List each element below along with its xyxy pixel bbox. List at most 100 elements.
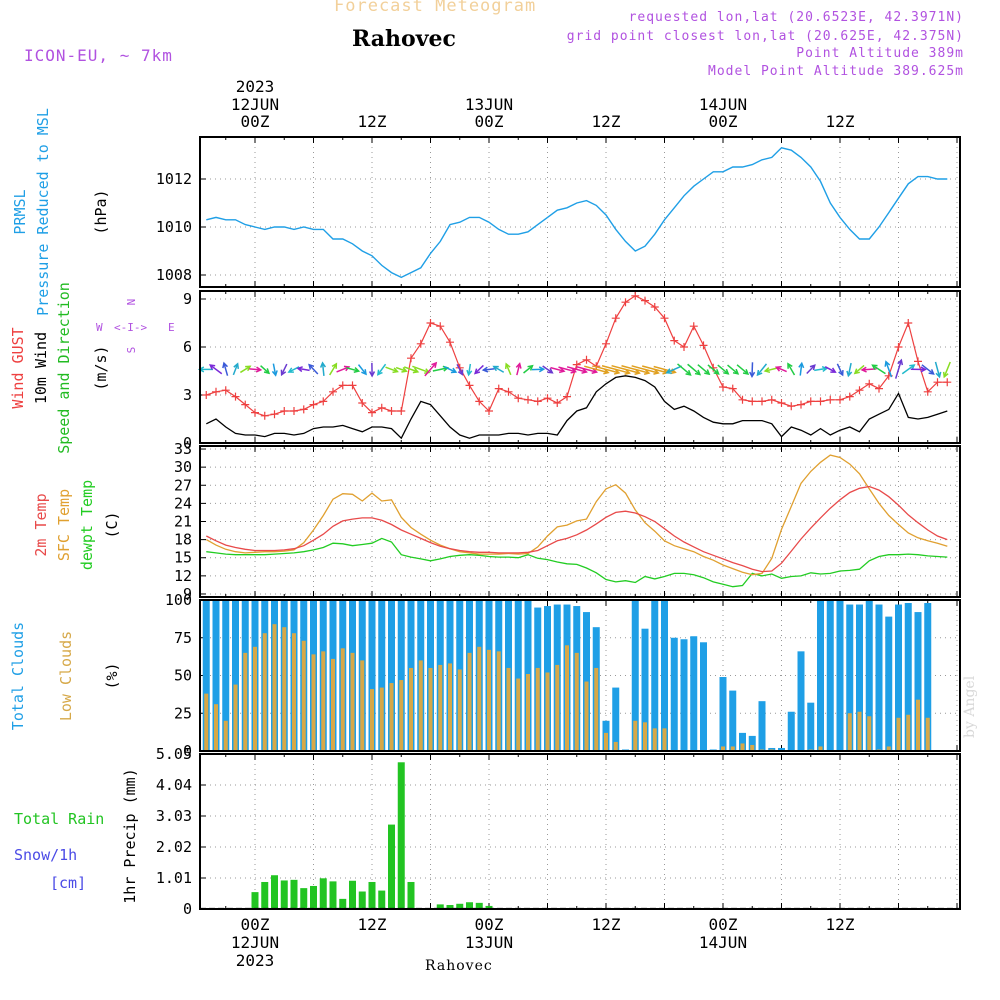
wind-arrow — [385, 366, 398, 373]
rain-bar — [319, 878, 327, 909]
gust-marker — [787, 402, 796, 411]
wind-arrow — [666, 365, 683, 374]
total-cloud-bar — [778, 747, 785, 751]
gust-marker — [777, 399, 786, 407]
gust-marker — [358, 399, 367, 407]
gust-marker — [475, 397, 484, 406]
y-tick-label: 1012 — [156, 170, 192, 188]
total-cloud-bar — [670, 637, 678, 751]
gust-marker — [299, 405, 308, 414]
top-hour-label: 12Z — [592, 112, 621, 131]
wind-arrow — [943, 361, 951, 378]
precip-unit: 1hr Precip (mm) — [121, 768, 139, 903]
gust-marker — [221, 386, 230, 395]
top-year-label: 2023 — [236, 77, 275, 96]
wind-arrow — [542, 365, 553, 374]
low-cloud-bar — [379, 687, 384, 751]
wind-arrow — [799, 363, 803, 376]
wind-arrow — [727, 364, 739, 375]
total-cloud-bar — [739, 732, 746, 751]
y-tick-label: 1.01 — [156, 869, 192, 887]
wind-arrow-head — [504, 362, 511, 370]
bottom-hour-label: 00Z — [241, 915, 270, 934]
gust-marker — [875, 384, 883, 393]
panel-frame — [199, 445, 961, 598]
y-tick-label: 6 — [183, 338, 192, 356]
wind-arrow-head — [742, 369, 750, 375]
total-cloud-bar — [651, 600, 659, 751]
rain-bar — [300, 888, 308, 909]
wind-arrow-head — [871, 364, 878, 370]
gust-marker — [436, 322, 445, 331]
low-cloud-bar — [496, 651, 501, 751]
rain-bar — [407, 881, 415, 909]
gust-marker — [270, 410, 279, 419]
rain-bar — [349, 880, 356, 909]
wind-arrow-head — [547, 367, 554, 374]
total-cloud-bar — [690, 636, 698, 751]
wind-arrow — [523, 365, 533, 374]
wind-arrow — [223, 362, 229, 376]
wind-arrow-head — [361, 369, 367, 376]
gust-marker — [212, 387, 220, 396]
total-cloud-bar — [836, 600, 844, 751]
wind-arrow-head — [401, 367, 408, 373]
wind-arrow — [493, 365, 505, 373]
y-tick-label: 9 — [183, 585, 192, 603]
total-cloud-bar — [719, 677, 727, 751]
wind-arrow-head — [271, 370, 278, 377]
wind-arrow — [566, 366, 587, 373]
wind-arrow — [232, 363, 239, 376]
wind-arrow — [249, 368, 261, 371]
wind-arrow-head — [884, 360, 891, 367]
wind-arrow — [432, 367, 448, 372]
wind-arrow — [357, 364, 367, 375]
gust-marker — [533, 397, 542, 406]
bottom-date-label: 13JUN — [465, 933, 513, 952]
low-cloud-bar — [730, 746, 735, 751]
low-cloud-bar — [847, 713, 852, 751]
wind-arrow-head — [591, 368, 599, 374]
wind-arrow-head — [331, 362, 338, 369]
low-cloud-bar — [545, 672, 550, 751]
total-cloud-bar — [758, 701, 766, 751]
y-tick-label: 25 — [174, 704, 192, 722]
wind-arrow-head — [732, 368, 740, 375]
wind-arrow-head — [263, 368, 271, 375]
wind-arrow-head — [643, 369, 651, 375]
y-tick-label: 30 — [174, 458, 192, 476]
total-cloud-bar — [924, 603, 932, 751]
low-cloud-bar — [389, 683, 394, 751]
dewpoint-label: dewpt Temp — [78, 480, 96, 570]
total-cloud-bar — [397, 600, 405, 751]
low-cloud-bar — [487, 649, 491, 751]
wind-arrow-head — [603, 368, 610, 375]
wind-arrow-head — [392, 367, 399, 374]
wind-arrow — [280, 363, 288, 376]
temp-unit: (C) — [103, 511, 121, 538]
wind-arrow — [824, 366, 836, 373]
wind-arrow — [921, 364, 935, 375]
total-cloud-bar — [612, 687, 620, 751]
low-cloud-bar — [818, 746, 823, 751]
gust-marker — [904, 319, 913, 327]
gust-marker — [836, 395, 844, 404]
wind-arrow-head — [296, 366, 303, 373]
low-cloud-bar — [243, 652, 248, 751]
wind-arrow — [516, 363, 521, 376]
wind-arrow-head — [208, 364, 216, 370]
compass-s: S — [125, 347, 138, 354]
y-tick-label: 4.04 — [156, 776, 192, 794]
wind-arrow-head — [763, 367, 771, 374]
wind-arrow-head — [920, 366, 927, 373]
wind-arrow — [776, 366, 787, 373]
wind-arrow-head — [538, 366, 546, 373]
low-cloud-bar — [652, 728, 657, 751]
rain-bar — [290, 879, 298, 909]
gust-marker — [933, 378, 942, 387]
wind-arrow — [872, 364, 886, 375]
gust-marker — [397, 407, 406, 415]
wind-arrow — [467, 363, 472, 375]
low-cloud-bar — [925, 717, 930, 751]
wind-speed-line — [206, 375, 948, 440]
